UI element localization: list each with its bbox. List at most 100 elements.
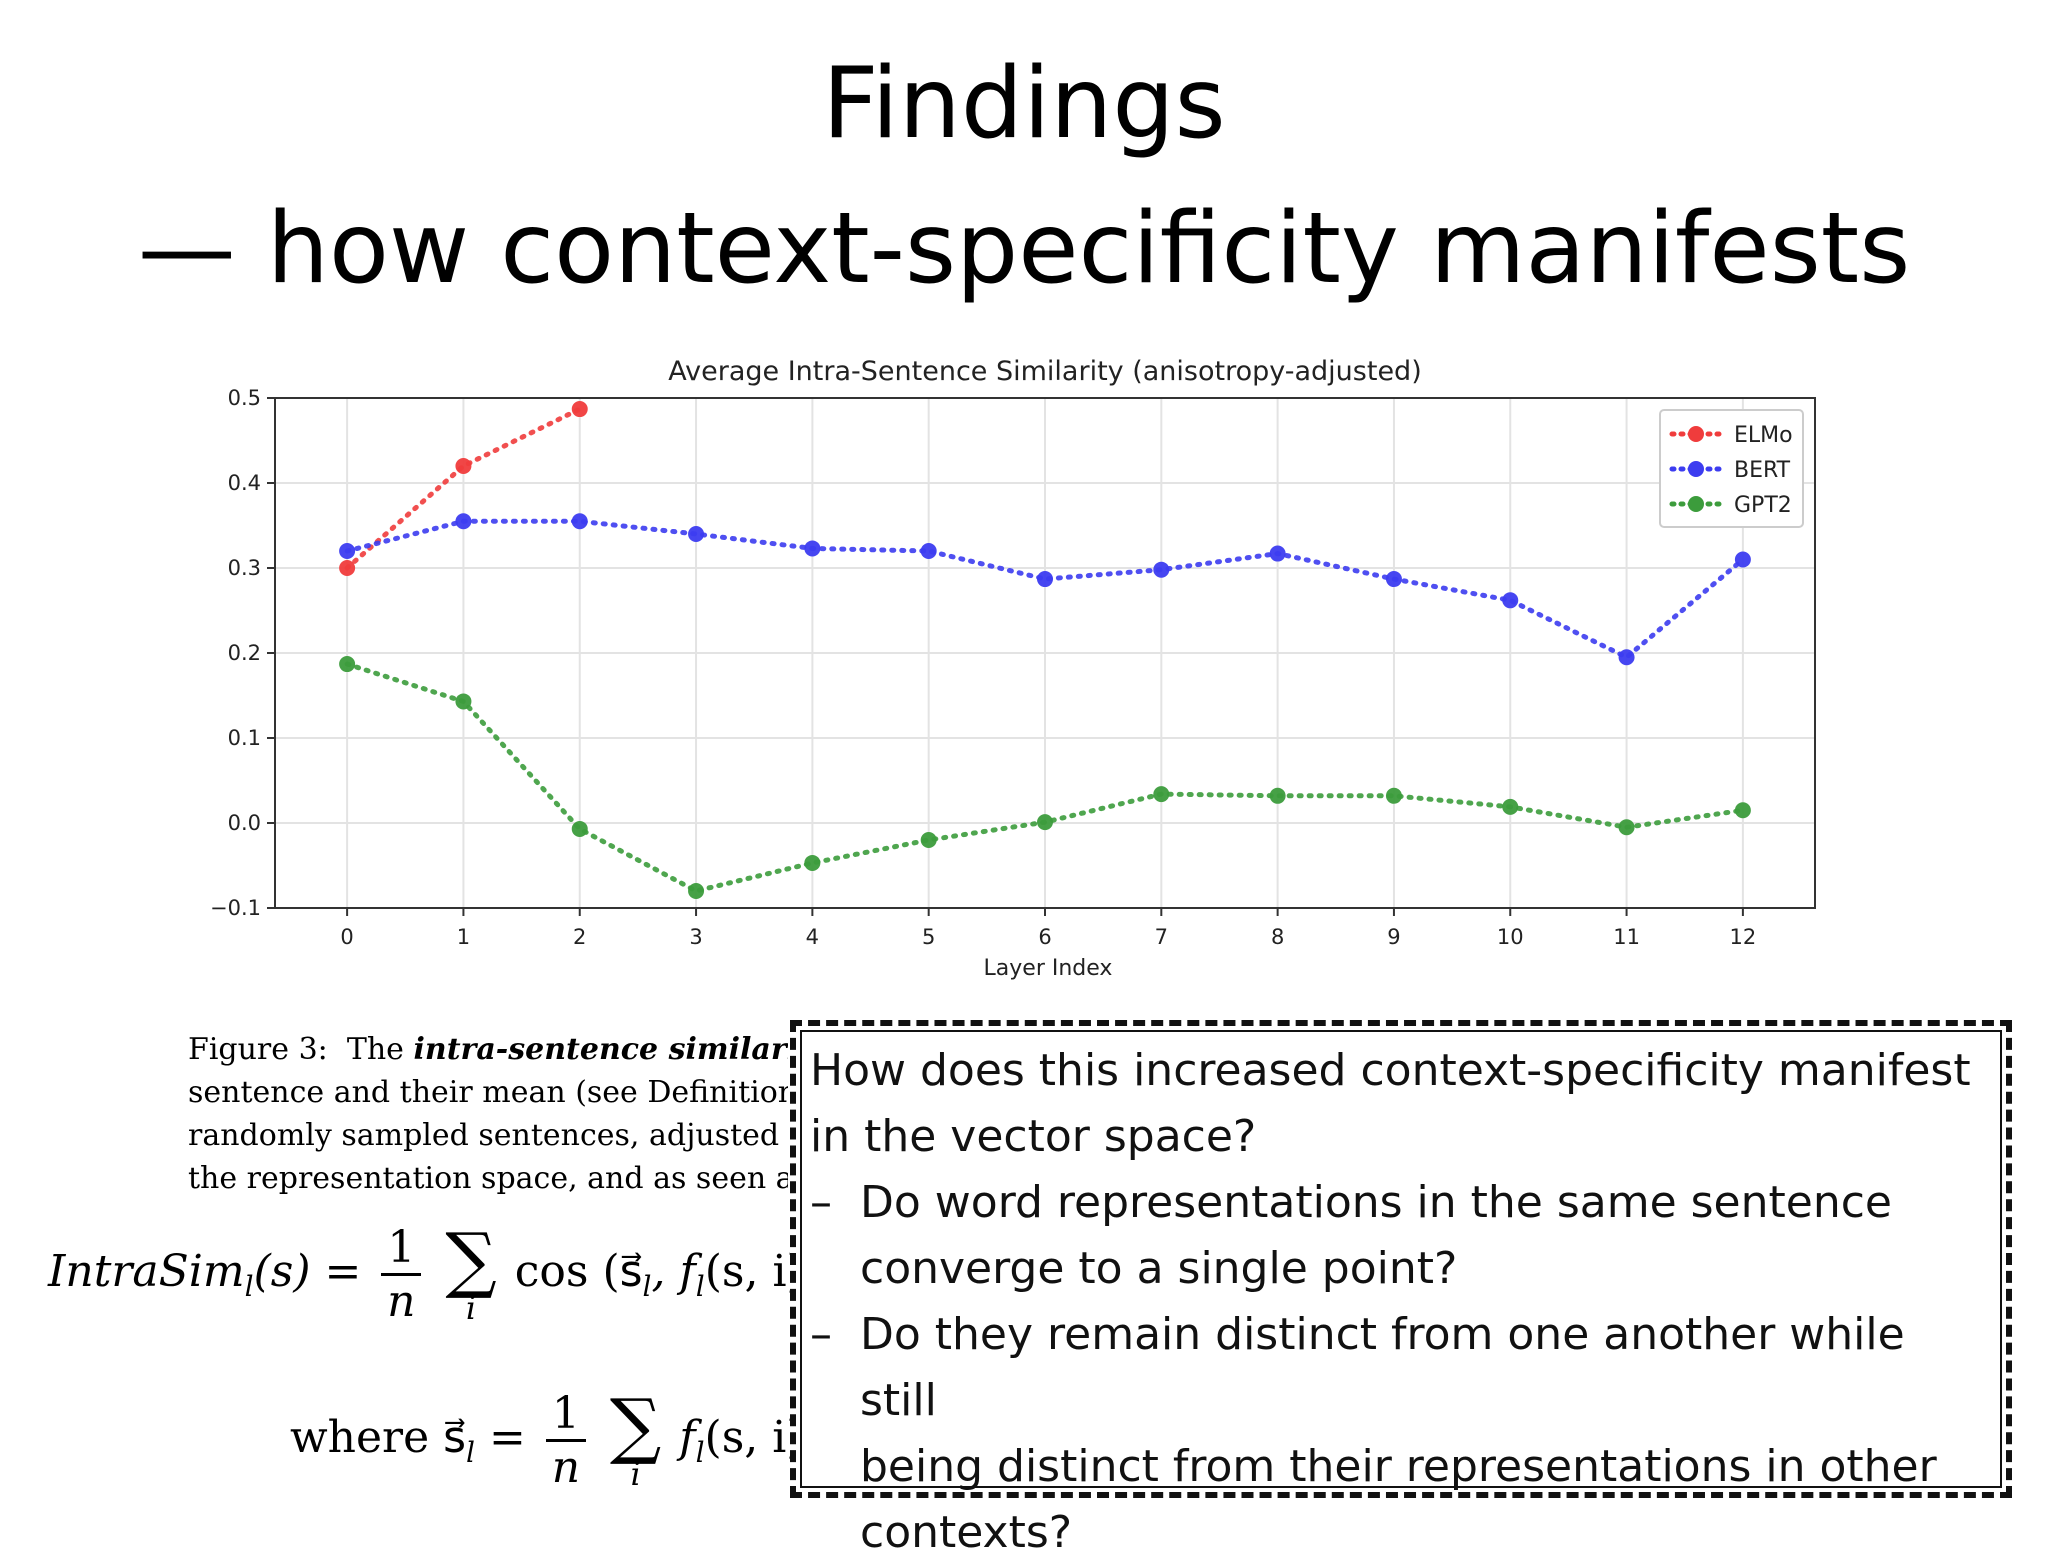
where-label: where s⃗ <box>290 1412 467 1463</box>
gpt2-data-point <box>1153 786 1170 803</box>
bert-data-point <box>571 513 588 530</box>
gpt2-data-point <box>571 820 588 837</box>
x-tick-label: 9 <box>1387 925 1400 949</box>
where-denominator: n <box>551 1442 581 1493</box>
bert-legend-marker <box>1688 461 1704 477</box>
x-tick-label: 10 <box>1497 925 1524 949</box>
x-tick-label: 12 <box>1730 925 1757 949</box>
fraction-numerator: 1 <box>381 1222 422 1276</box>
summation: ∑ i <box>445 1223 496 1327</box>
figure-caption: Figure 3: The intra-sentence similarity … <box>188 1028 788 1208</box>
x-tick-label: 3 <box>689 925 702 949</box>
x-tick-label: 8 <box>1271 925 1284 949</box>
x-tick-label: 1 <box>457 925 470 949</box>
gpt2-legend-marker <box>1688 496 1704 512</box>
caption-text: The <box>346 1032 404 1067</box>
x-tick-label: 11 <box>1613 925 1640 949</box>
y-tick-label: −0.1 <box>210 896 261 920</box>
where-equals: = <box>489 1412 526 1463</box>
bullet-marker: – <box>810 1177 832 1228</box>
bert-data-point <box>339 543 356 559</box>
bert-data-point <box>1037 571 1053 588</box>
elmo-data-point <box>339 560 356 576</box>
gpt2-data-point <box>920 832 937 848</box>
question-intro-line-2: in the vector space? <box>810 1111 1257 1162</box>
bert-data-point <box>455 513 472 530</box>
x-tick-label: 6 <box>1038 925 1051 949</box>
x-tick-label: 4 <box>806 925 819 949</box>
x-tick-label: 2 <box>573 925 586 949</box>
bert-data-point <box>1269 545 1286 562</box>
question-box: How does this increased context-specific… <box>790 1020 2012 1558</box>
where-sigma-symbol: ∑ <box>609 1382 662 1467</box>
formula-body-rest: , f <box>651 1246 696 1297</box>
caption-emphasis: intra-sentence similarity <box>413 1032 788 1067</box>
bullet-line: being distinct from their representation… <box>860 1441 1937 1492</box>
gpt2-data-point <box>1385 787 1402 804</box>
y-tick-label: 0.0 <box>228 811 261 835</box>
formula-body-rest-subscript: l <box>695 1269 705 1303</box>
bullet-marker: – <box>810 1309 832 1360</box>
bert-data-point <box>688 526 705 542</box>
where-summation: ∑ i <box>609 1382 662 1493</box>
chart-series <box>339 401 1751 899</box>
bert-data-point <box>1734 551 1751 568</box>
y-tick-label: 0.2 <box>228 641 261 665</box>
bert-data-point <box>920 543 937 559</box>
where-subscript: l <box>466 1435 475 1469</box>
bert-data-point <box>804 540 821 557</box>
bert-data-point <box>1385 571 1402 588</box>
gpt2-data-point <box>1618 819 1635 836</box>
gpt2-data-point <box>339 656 356 673</box>
elmo-series-line <box>344 406 583 571</box>
gpt2-data-point <box>1037 814 1053 831</box>
bert-data-point <box>1502 592 1519 609</box>
elmo-data-point <box>571 401 588 418</box>
x-tick-label: 0 <box>340 925 353 949</box>
gpt2-data-point <box>455 693 472 710</box>
sigma-subscript: i <box>465 1288 477 1327</box>
elmo-legend-marker <box>1688 426 1704 442</box>
legend-label: BERT <box>1734 458 1791 483</box>
chart-legend: ELMo BERT GPT2 <box>1659 409 1804 528</box>
slide-subtitle: — how context-specificity manifests <box>137 192 1911 306</box>
gpt2-data-point <box>688 883 705 899</box>
formula-lhs-arg: (s) = <box>253 1246 362 1297</box>
caption-line-1: Figure 3: The intra-sentence similarity … <box>188 1028 788 1071</box>
legend-label: GPT2 <box>1734 493 1792 518</box>
slide-title: Findings <box>822 47 1226 161</box>
where-body: f <box>679 1412 696 1463</box>
bullet-line: Do word representations in the same sent… <box>860 1177 1892 1228</box>
bert-data-point <box>1153 561 1170 578</box>
y-tick-label: 0.5 <box>228 386 261 410</box>
x-axis-label: Layer Index <box>984 956 1113 981</box>
bullet-line: contexts? <box>860 1507 1073 1558</box>
formula-body-subscript: l <box>642 1269 652 1303</box>
question-bullet: – Do word representations in the same se… <box>810 1170 1992 1302</box>
fraction-denominator: n <box>387 1276 416 1327</box>
formula-body: cos (s⃗ <box>514 1246 643 1297</box>
chart-grid <box>275 397 1815 909</box>
caption-line-4: the representation space, and as seen ab… <box>188 1161 788 1196</box>
where-numerator: 1 <box>545 1388 586 1442</box>
chart-ticks: 0 1 2 3 4 5 6 7 8 9 10 11 12−0.10.00.10.20.30.40.5 <box>210 386 1756 949</box>
gpt2-data-point <box>1502 798 1519 815</box>
y-tick-label: 0.3 <box>228 556 261 580</box>
formula-lhs-subscript: l <box>244 1269 254 1303</box>
chart-title: Average Intra-Sentence Similarity (aniso… <box>668 356 1421 387</box>
bullet-line: Do they remain distinct from one another… <box>860 1309 1905 1426</box>
caption-line-3: randomly sampled sentences, adjusted fo <box>188 1118 788 1153</box>
caption-figure-label: Figure 3: <box>188 1032 328 1067</box>
gpt2-data-point <box>1269 787 1286 804</box>
elmo-data-point <box>455 458 472 474</box>
bert-data-point <box>1618 649 1635 666</box>
where-sigma-subscript: i <box>630 1454 641 1493</box>
x-tick-label: 7 <box>1155 925 1168 949</box>
gpt2-data-point <box>1734 802 1751 819</box>
y-tick-label: 0.4 <box>228 471 261 495</box>
where-body-subscript: l <box>695 1435 705 1469</box>
